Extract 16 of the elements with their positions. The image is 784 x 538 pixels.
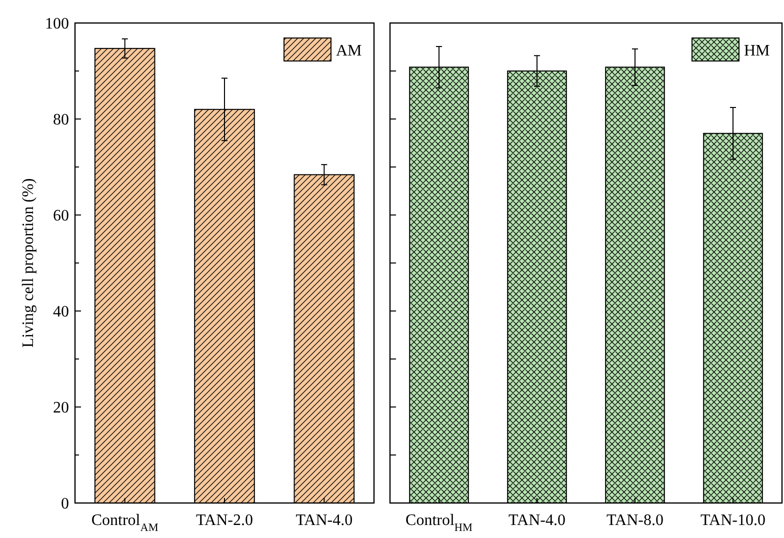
y-tick-label: 20 (53, 400, 69, 417)
y-tick-label: 80 (53, 112, 69, 129)
y-tick-label: 60 (53, 208, 69, 225)
y-tick-label: 0 (61, 496, 69, 513)
y-axis-title: Living cell proportion (%) (20, 178, 37, 348)
x-tick-label: TAN-4.0 (508, 512, 566, 529)
x-tick-label: TAN-10.0 (700, 512, 766, 529)
legend-label: HM (744, 42, 770, 60)
x-tick-label: TAN-4.0 (296, 512, 353, 529)
y-tick-label: 100 (45, 16, 69, 33)
legend-label: AM (336, 42, 362, 60)
x-tick-label: TAN-2.0 (196, 512, 253, 529)
x-tick-label: Control$_{AM}$ (91, 512, 158, 534)
x-tick-label: TAN-8.0 (606, 512, 664, 529)
x-tick-label: Control$_{HM}$ (406, 512, 473, 534)
y-tick-label: 40 (53, 304, 69, 321)
